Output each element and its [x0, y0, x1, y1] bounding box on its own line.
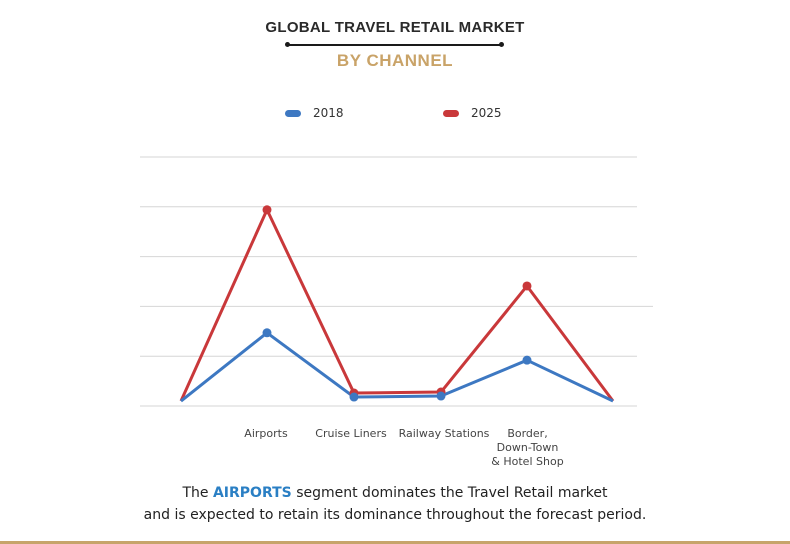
data-point-2018[interactable]: [522, 355, 532, 365]
divider-dot-left: [285, 42, 290, 47]
data-point-2018[interactable]: [349, 392, 359, 402]
chart-subtitle: BY CHANNEL: [336, 51, 454, 70]
caption-line-1: The AIRPORTS segment dominates the Trave…: [182, 485, 608, 501]
x-label-railway-stations: Railway Stations: [398, 427, 490, 440]
chart-title: GLOBAL TRAVEL RETAIL MARKET: [265, 19, 525, 36]
legend-item-2018[interactable]: 2018: [285, 106, 344, 120]
data-point-2018[interactable]: [436, 391, 446, 401]
data-point-2025[interactable]: [522, 281, 532, 291]
data-points[interactable]: [262, 205, 532, 402]
x-label-cruise-liners: Cruise Liners: [315, 427, 387, 440]
caption-highlight: AIRPORTS: [212, 485, 292, 501]
gridlines: [140, 156, 653, 407]
title-divider: [285, 42, 504, 47]
x-label-border-downtown-hotel-shop: Border, Down-Town & Hotel Shop: [491, 427, 564, 468]
x-label-airports: Airports: [244, 427, 288, 440]
data-point-2018[interactable]: [262, 328, 272, 338]
legend-label: 2018: [313, 106, 344, 120]
data-point-2025[interactable]: [262, 205, 272, 215]
series-lines: [179, 208, 615, 403]
series-line-2025: [179, 208, 615, 402]
legend-swatch-2018: [285, 109, 301, 117]
caption: The AIRPORTS segment dominates the Trave…: [0, 482, 790, 526]
caption-line-2: and is expected to retain its dominance …: [143, 507, 647, 523]
legend-label: 2025: [471, 106, 502, 120]
series-line-2018: [180, 331, 614, 403]
legend-swatch-2025: [443, 109, 459, 117]
divider-dot-right: [499, 42, 504, 47]
bottom-border: [0, 541, 790, 544]
legend-item-2025[interactable]: 2025: [443, 106, 502, 120]
